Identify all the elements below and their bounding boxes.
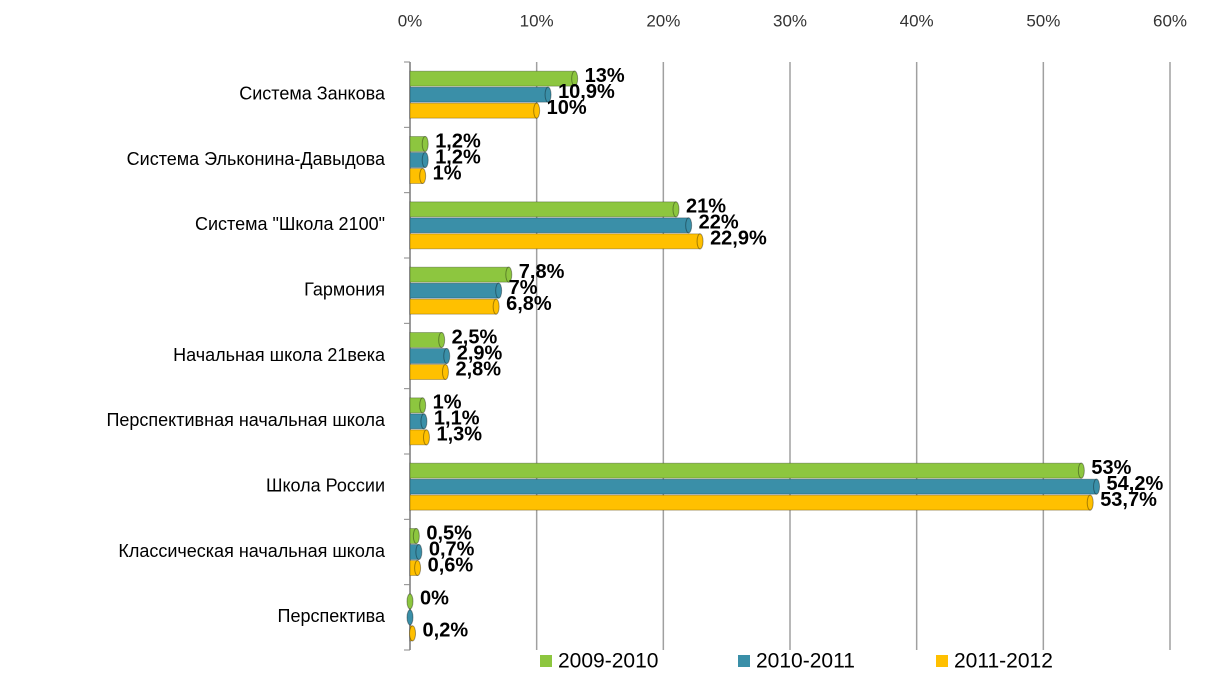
value-label: 1,1% — [434, 408, 480, 430]
bar — [409, 494, 1091, 511]
value-label: 2,8% — [455, 358, 501, 380]
bar-cap — [409, 625, 417, 642]
bar-cap — [406, 609, 414, 626]
bar-cap — [443, 348, 451, 364]
bar-cap — [412, 528, 420, 544]
bar — [409, 364, 446, 380]
value-label: 7,8% — [519, 261, 565, 283]
bar-cap — [414, 560, 422, 576]
category-label: Гармония — [304, 279, 385, 299]
bar-cap — [441, 364, 449, 380]
bar — [409, 217, 690, 234]
bar-cap — [672, 201, 680, 218]
value-label: 54,2% — [1107, 473, 1164, 495]
bar — [409, 478, 1098, 495]
category-label: Система Занкова — [239, 83, 386, 103]
bar-cap — [415, 544, 423, 560]
x-tick-label: 40% — [900, 11, 934, 30]
value-label: 1,3% — [436, 424, 482, 446]
legend-swatch — [936, 655, 948, 667]
bar-cap — [505, 266, 513, 283]
bar-cap — [421, 136, 429, 152]
bar-cap — [419, 168, 427, 184]
bar — [409, 298, 497, 315]
value-label: 1% — [433, 392, 462, 414]
value-label: 1% — [433, 162, 462, 184]
bar-cap — [495, 282, 503, 299]
bar-cap — [544, 86, 552, 103]
value-label: 2,5% — [452, 326, 498, 348]
bar-cap — [420, 413, 428, 430]
bar — [409, 102, 538, 119]
legend-swatch — [738, 655, 750, 667]
category-label: Перспектива — [278, 606, 386, 626]
bar — [409, 233, 701, 250]
bar-cap — [492, 298, 500, 315]
bar — [409, 332, 443, 348]
x-tick-label: 20% — [646, 11, 680, 30]
bar-cap — [571, 70, 579, 87]
value-label: 10,9% — [558, 81, 615, 103]
bar-cap — [419, 397, 427, 414]
value-label: 22,9% — [710, 228, 767, 250]
value-label: 0% — [420, 588, 449, 610]
bar-cap — [422, 429, 430, 446]
value-label: 53,7% — [1100, 489, 1157, 511]
value-label: 21% — [686, 196, 726, 218]
bar-cap — [438, 332, 446, 348]
category-label: Система "Школа 2100" — [195, 214, 385, 234]
value-label: 22% — [699, 212, 739, 234]
bar-cap — [1077, 462, 1085, 479]
bar-cap — [1086, 494, 1094, 511]
bar — [409, 201, 677, 218]
value-label: 0,5% — [426, 522, 472, 544]
category-label: Перспективная начальная школа — [106, 410, 386, 430]
x-tick-label: 10% — [520, 11, 554, 30]
value-label: 7% — [509, 277, 538, 299]
value-label: 2,9% — [457, 342, 503, 364]
value-label: 13% — [585, 65, 625, 87]
x-tick-label: 30% — [773, 11, 807, 30]
bar — [409, 462, 1082, 479]
bar — [409, 86, 549, 103]
bar — [409, 266, 510, 283]
legend-label: 2011-2012 — [954, 650, 1053, 673]
bar-cap — [696, 233, 704, 250]
value-label: 10% — [547, 97, 587, 119]
value-label: 53% — [1091, 457, 1131, 479]
legend-label: 2009-2010 — [558, 650, 658, 673]
value-label: 6,8% — [506, 293, 552, 315]
bar-cap — [1093, 478, 1101, 495]
bar — [409, 282, 500, 299]
bar — [409, 348, 448, 364]
bar-cap — [406, 593, 414, 610]
value-label: 1,2% — [435, 146, 481, 168]
category-label: Начальная школа 21века — [173, 345, 386, 365]
legend-label: 2010-2011 — [756, 650, 855, 673]
bar-cap — [421, 152, 429, 168]
category-label: Школа России — [266, 475, 385, 495]
legend-swatch — [540, 655, 552, 667]
category-label: Система Эльконина-Давыдова — [127, 149, 386, 169]
bar — [409, 70, 576, 87]
value-label: 0,7% — [429, 538, 475, 560]
x-tick-label: 0% — [398, 11, 423, 30]
x-tick-label: 50% — [1026, 11, 1060, 30]
category-label: Классическая начальная школа — [118, 541, 386, 561]
bar-cap — [685, 217, 693, 234]
value-label: 0,6% — [428, 554, 474, 576]
value-label: 0,2% — [423, 620, 469, 642]
bar-cap — [533, 102, 541, 119]
value-label: 1,2% — [435, 130, 481, 152]
x-tick-label: 60% — [1153, 11, 1187, 30]
